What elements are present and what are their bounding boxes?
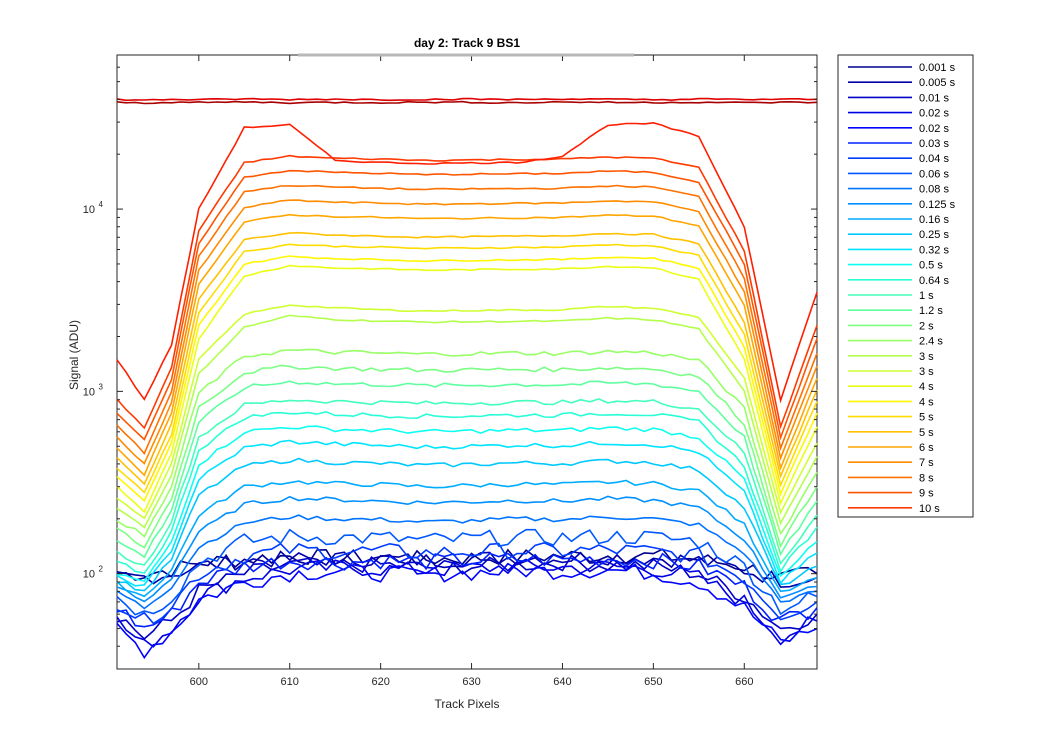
legend-label: 0.04 s <box>919 153 949 165</box>
series-line-32 <box>116 97 818 102</box>
series-line-29 <box>116 169 818 441</box>
legend-label: 0.02 s <box>919 108 949 120</box>
legend-label: 2 s <box>919 320 934 332</box>
legend-label: 3 s <box>919 351 934 363</box>
series-line-11 <box>116 479 818 598</box>
ticks-layer: 600 610 620 630 640 650 660 10 2 10 3 10 4 <box>83 54 817 688</box>
series-line-9 <box>116 514 818 610</box>
legend-label: 0.125 s <box>919 199 956 211</box>
x-tick-label: 600 <box>190 676 208 688</box>
series-line-25 <box>116 231 818 486</box>
legend-label: 0.01 s <box>919 92 949 104</box>
legend-label: 0.64 s <box>919 275 949 287</box>
series-line-8 <box>116 528 818 616</box>
series-line-22 <box>116 264 818 514</box>
series-line-23 <box>116 255 818 503</box>
legend-label: 7 s <box>919 457 934 469</box>
y-tick-label: 10 <box>83 204 95 216</box>
legend-label: 4 s <box>919 396 934 408</box>
legend-label: 0.02 s <box>919 123 949 135</box>
series-line-13 <box>116 439 818 587</box>
series-line-27 <box>116 199 818 465</box>
legend-label: 0.001 s <box>919 62 956 74</box>
x-tick-label: 650 <box>644 676 662 688</box>
series-line-20 <box>116 314 818 529</box>
y-tick-label: 10 <box>83 386 95 398</box>
series-line-30 <box>116 154 818 430</box>
legend-label: 5 s <box>919 427 934 439</box>
legend: 0.001 s 0.005 s 0.01 s 0.02 s 0.02 s 0.03 s 0.… <box>837 54 974 518</box>
series-line-1 <box>116 548 818 581</box>
series-line-17 <box>116 380 818 559</box>
legend-items: 0.001 s 0.005 s 0.01 s 0.02 s 0.02 s 0.03 s 0.… <box>848 62 956 515</box>
series-line-6 <box>116 552 818 628</box>
legend-box <box>837 54 974 518</box>
series-layer <box>116 97 818 660</box>
legend-label: 0.03 s <box>919 138 949 150</box>
x-tick-label: 640 <box>553 676 571 688</box>
series-line-33 <box>116 100 818 105</box>
legend-label: 4 s <box>919 381 934 393</box>
series-line-24 <box>116 243 818 494</box>
series-line-14 <box>116 425 818 583</box>
x-axis-label: Track Pixels <box>435 697 500 711</box>
x-tick-label: 610 <box>281 676 299 688</box>
legend-label: 8 s <box>919 472 934 484</box>
legend-label: 9 s <box>919 488 934 500</box>
series-line-26 <box>116 213 818 477</box>
x-tick-label: 660 <box>735 676 753 688</box>
legend-label: 0.5 s <box>919 260 943 272</box>
x-tick-label: 630 <box>462 676 480 688</box>
series-line-28 <box>116 184 818 455</box>
series-line-15 <box>116 410 818 574</box>
legend-label: 6 s <box>919 442 934 454</box>
legend-label: 0.25 s <box>919 229 949 241</box>
chart-title: day 2: Track 9 BS1 <box>414 36 520 50</box>
legend-label: 0.32 s <box>919 244 949 256</box>
series-line-21 <box>116 304 818 520</box>
series-line-10 <box>116 495 818 603</box>
y-tick-exponent: 4 <box>99 200 104 209</box>
y-tick-label: 10 <box>83 569 95 581</box>
series-line-12 <box>116 457 818 592</box>
y-tick-exponent: 3 <box>99 382 104 391</box>
series-line-7 <box>116 542 818 625</box>
legend-label: 0.06 s <box>919 168 949 180</box>
y-tick-exponent: 2 <box>99 565 104 574</box>
legend-label: 3 s <box>919 366 934 378</box>
plot-area <box>116 54 818 670</box>
series-line-19 <box>116 348 818 538</box>
legend-label: 0.16 s <box>919 214 949 226</box>
legend-label: 5 s <box>919 412 934 424</box>
legend-label: 10 s <box>919 503 940 515</box>
y-axis-label: Signal (ADU) <box>67 320 81 390</box>
series-line-2 <box>116 550 818 588</box>
series-line-16 <box>116 398 818 566</box>
legend-label: 1.2 s <box>919 305 943 317</box>
series-line-5 <box>116 562 818 660</box>
legend-label: 0.005 s <box>919 77 956 89</box>
series-line-18 <box>116 364 818 549</box>
series-line-31 <box>116 121 818 404</box>
legend-label: 1 s <box>919 290 934 302</box>
x-tick-label: 620 <box>371 676 389 688</box>
legend-label: 0.08 s <box>919 184 949 196</box>
legend-label: 2.4 s <box>919 336 943 348</box>
